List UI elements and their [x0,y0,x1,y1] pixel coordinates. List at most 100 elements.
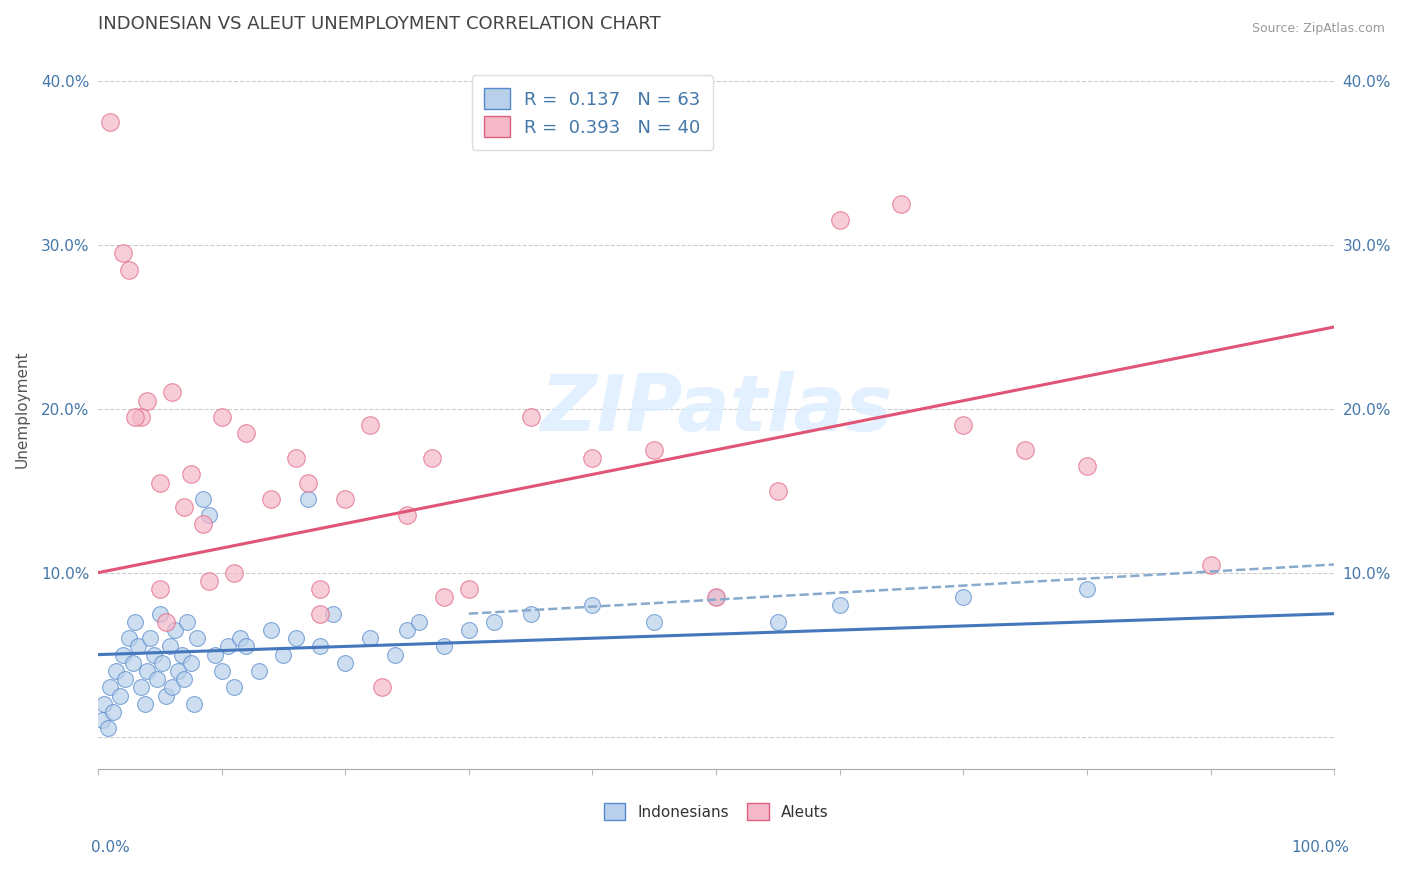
Point [183,697,205,711]
Point [433,591,456,605]
Point [384,648,406,662]
Point [98,681,121,695]
Point [167,664,190,678]
Point [198,508,221,523]
Point [1199,558,1222,572]
Point [704,591,727,605]
Point [643,615,665,629]
Point [142,648,165,662]
Point [198,574,221,588]
Point [297,491,319,506]
Point [371,681,394,695]
Point [408,615,430,629]
Point [155,689,177,703]
Point [359,632,381,646]
Point [395,623,418,637]
Point [581,450,603,465]
Point [247,664,270,678]
Y-axis label: Unemployment: Unemployment [15,350,30,467]
Point [433,640,456,654]
Point [519,607,541,621]
Point [482,615,505,629]
Point [284,632,307,646]
Point [127,640,149,654]
Point [222,681,245,695]
Point [139,632,162,646]
Point [457,623,479,637]
Point [1076,582,1098,596]
Point [149,582,172,596]
Point [766,615,789,629]
Point [180,467,202,482]
Point [118,632,141,646]
Point [118,262,141,277]
Point [150,656,173,670]
Point [98,115,121,129]
Point [704,591,727,605]
Text: ZIPatlas: ZIPatlas [540,371,893,447]
Text: 100.0%: 100.0% [1292,840,1350,855]
Point [309,607,332,621]
Point [322,607,344,621]
Point [149,475,172,490]
Point [136,664,159,678]
Point [229,632,252,646]
Text: Source: ZipAtlas.com: Source: ZipAtlas.com [1251,22,1385,36]
Point [97,722,120,736]
Point [191,516,214,531]
Point [457,582,479,596]
Point [211,664,233,678]
Point [160,385,183,400]
Point [309,640,332,654]
Point [359,418,381,433]
Point [217,640,239,654]
Point [1014,442,1036,457]
Point [766,483,789,498]
Point [111,246,134,260]
Point [163,623,186,637]
Text: INDONESIAN VS ALEUT UNEMPLOYMENT CORRELATION CHART: INDONESIAN VS ALEUT UNEMPLOYMENT CORRELA… [98,15,661,33]
Point [581,599,603,613]
Point [170,648,193,662]
Point [129,410,152,425]
Point [180,656,202,670]
Point [159,640,181,654]
Point [124,410,146,425]
Legend: Indonesians, Aleuts: Indonesians, Aleuts [598,797,835,827]
Text: 0.0%: 0.0% [91,840,131,855]
Point [828,213,851,227]
Point [395,508,418,523]
Point [952,418,974,433]
Point [134,697,156,711]
Point [124,615,146,629]
Point [149,607,172,621]
Point [222,566,245,580]
Point [211,410,233,425]
Point [297,475,319,490]
Point [121,656,143,670]
Point [93,697,115,711]
Point [519,410,541,425]
Point [160,681,183,695]
Point [890,197,912,211]
Point [114,672,136,686]
Point [828,599,851,613]
Point [260,491,283,506]
Point [335,491,357,506]
Point [101,705,124,719]
Point [146,672,169,686]
Point [155,615,177,629]
Point [204,648,226,662]
Point [176,615,198,629]
Point [284,450,307,465]
Point [235,426,257,441]
Point [186,632,208,646]
Point [643,442,665,457]
Point [111,648,134,662]
Point [105,664,128,678]
Point [335,656,357,670]
Point [420,450,443,465]
Point [952,591,974,605]
Point [90,713,112,727]
Point [309,582,332,596]
